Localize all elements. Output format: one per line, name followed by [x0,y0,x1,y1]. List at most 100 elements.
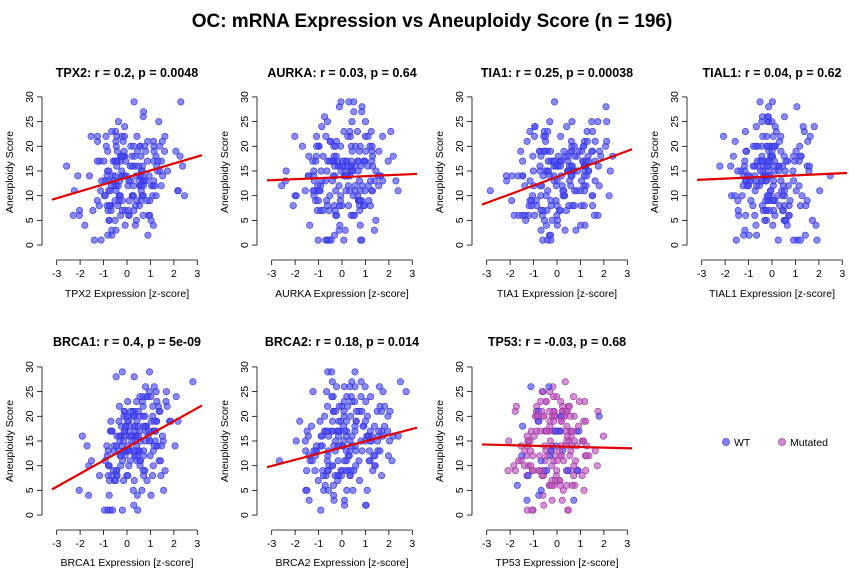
point-wt [348,147,356,155]
point-wt [375,147,383,155]
point-mutated [505,437,513,445]
point-wt [727,162,735,170]
y-tick-label: 5 [239,487,251,493]
point-wt [177,98,185,106]
point-wt [336,221,344,229]
point-wt [352,407,360,415]
x-tick-label: -2 [505,268,514,280]
point-wt [335,182,343,190]
point-wt [547,447,555,455]
point-wt [335,402,343,410]
point-wt [540,147,548,155]
point-wt [517,147,525,155]
point-wt [317,506,325,514]
point-wt [93,197,101,205]
point-wt [137,197,145,205]
point-wt [323,197,331,205]
point-wt [367,393,375,401]
point-wt [321,481,329,489]
point-wt [323,118,331,126]
point-wt [343,486,351,494]
point-wt [759,132,767,140]
x-axis: -3 -2 -1 0 1 2 3 [482,529,630,550]
y-tick-label: 0 [454,242,466,248]
x-axis-label: TIAL1 Expression [z-score] [709,288,835,300]
point-wt [719,132,727,140]
point-wt [732,236,740,244]
x-axis: -3 -2 -1 0 1 2 3 [267,259,415,280]
point-wt [751,211,759,219]
point-wt [69,211,77,219]
point-wt [763,157,771,165]
point-wt [163,402,171,410]
point-wt [381,402,389,410]
y-tick-label: 25 [24,386,36,398]
point-wt [376,447,384,455]
point-wt [131,152,139,160]
point-wt [796,236,804,244]
point-wt [105,202,113,210]
point-wt [524,472,532,480]
y-axis-label: Aneuploidy Score [434,131,446,213]
y-tick-label: 20 [454,140,466,152]
point-wt [363,486,371,494]
point-wt [289,202,297,210]
point-wt [146,437,154,445]
y-tick-label: 15 [454,435,466,447]
x-tick-label: 2 [171,268,177,280]
point-wt [356,207,364,215]
point-wt [731,192,739,200]
point-wt [529,167,537,175]
point-mutated [582,467,590,475]
point-wt [786,197,794,205]
point-wt [765,103,773,111]
point-mutated [545,407,553,415]
point-wt [372,216,380,224]
x-tick-label: 1 [148,538,154,550]
x-tick-label: 3 [839,268,845,280]
point-wt [309,187,317,195]
point-wt [112,226,120,234]
x-tick-label: -1 [529,268,538,280]
point-wt [89,207,97,215]
point-wt [570,496,578,504]
point-mutated [553,467,561,475]
point-mutated [511,467,519,475]
point-wt [308,457,316,465]
x-tick-label: 3 [624,538,630,550]
point-wt [332,383,340,391]
point-wt [348,432,356,440]
point-wt [328,368,336,376]
point-wt [793,103,801,111]
point-wt [344,132,352,140]
point-wt [127,432,135,440]
point-wt [129,486,137,494]
point-wt [152,192,160,200]
point-wt [120,147,128,155]
point-wt [805,162,813,170]
point-wt [329,462,337,470]
point-wt [362,501,370,509]
point-wt [130,476,138,484]
fit-line [51,404,203,491]
y-tick-label: 20 [24,410,36,422]
point-wt [606,167,614,175]
point-wt [729,152,737,160]
legend-wt-marker [722,438,730,446]
fit-line [266,172,418,182]
point-wt [740,231,748,239]
point-wt [101,506,109,514]
point-mutated [512,402,520,410]
point-wt [774,236,782,244]
point-wt [327,236,335,244]
point-wt [143,476,151,484]
x-axis: -3 -2 -1 0 1 2 3 [52,529,200,550]
x-tick-label: 0 [769,268,775,280]
y-tick-label: 20 [454,410,466,422]
point-mutated [571,457,579,465]
point-wt [116,437,124,445]
point-wt [396,378,404,386]
point-wt [127,407,135,415]
point-wt [341,427,349,435]
